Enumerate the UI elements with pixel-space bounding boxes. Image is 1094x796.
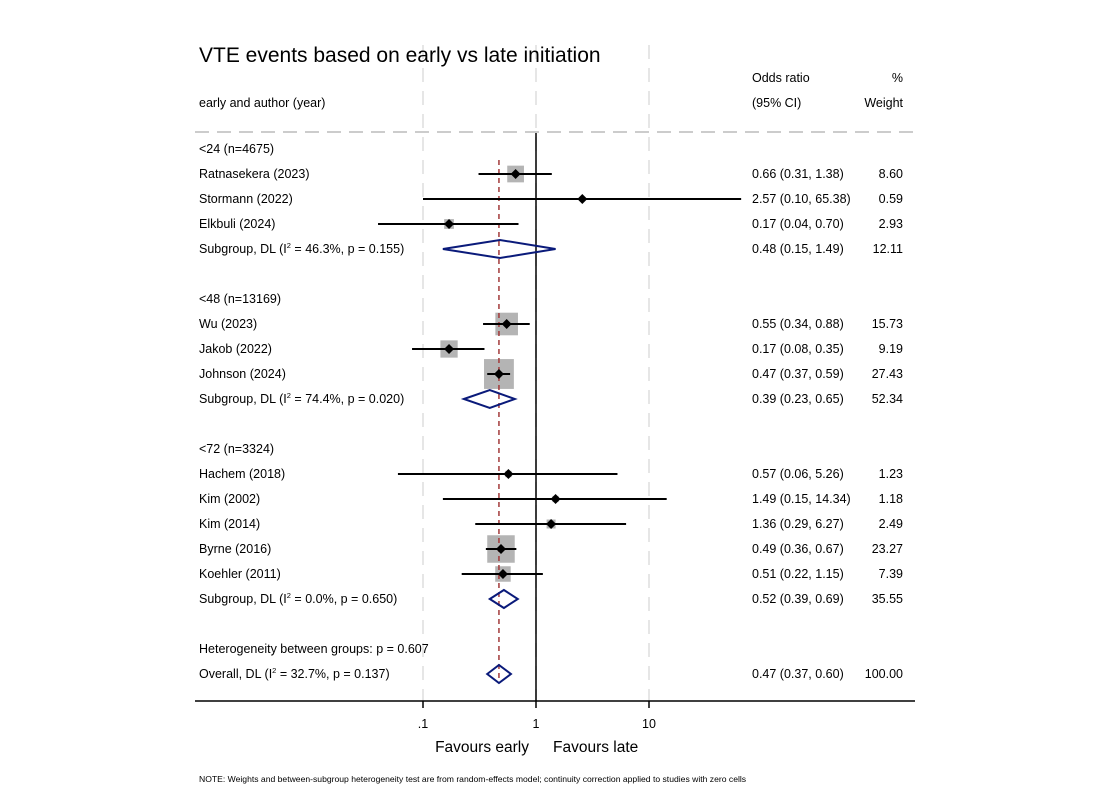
- i-squared-superscript: 2: [287, 591, 291, 600]
- i-squared-superscript: 2: [272, 666, 276, 675]
- i-squared-superscript: 2: [287, 241, 291, 250]
- effect-estimate-text: 0.57 (0.06, 5.26): [752, 467, 844, 481]
- point-estimate-marker: [546, 519, 557, 529]
- effect-estimate-text: 0.39 (0.23, 0.65): [752, 392, 844, 406]
- subgroup-label: Subgroup, DL (I2 = 46.3%, p = 0.155): [199, 241, 404, 256]
- label-part: Subgroup, DL (I: [199, 392, 287, 406]
- group-header: <24 (n=4675): [199, 142, 274, 156]
- point-estimate-marker: [577, 194, 588, 204]
- x-tick-label: 10: [642, 717, 656, 731]
- effect-estimate-text: 0.48 (0.15, 1.49): [752, 242, 844, 256]
- effect-estimate-text: 1.49 (0.15, 14.34): [752, 492, 851, 506]
- group-header: <48 (n=13169): [199, 292, 281, 306]
- study-label: Ratnasekera (2023): [199, 167, 309, 181]
- label-stats: = 74.4%, p = 0.020): [291, 392, 404, 406]
- study-label: Kim (2014): [199, 517, 260, 531]
- effect-estimate-text: 0.47 (0.37, 0.60): [752, 667, 844, 681]
- effect-estimate-text: 2.57 (0.10, 65.38): [752, 192, 851, 206]
- label-stats: = 46.3%, p = 0.155): [291, 242, 404, 256]
- effect-estimate-text: 0.47 (0.37, 0.59): [752, 367, 844, 381]
- point-estimate-marker: [501, 319, 512, 329]
- label-stats: = 0.0%, p = 0.650): [291, 592, 397, 606]
- point-estimate-marker: [444, 344, 455, 354]
- subgroup-diamond: [487, 588, 520, 610]
- label-part: Overall, DL (I: [199, 667, 272, 681]
- x-axis: .1 1 10: [195, 700, 915, 731]
- subgroup-diamond: [442, 238, 556, 260]
- study-label: Koehler (2011): [199, 567, 281, 581]
- weight-text: 8.60: [879, 167, 903, 181]
- weight-text: 35.55: [872, 592, 903, 606]
- weight-text: 0.59: [879, 192, 903, 206]
- point-estimate-marker: [497, 569, 508, 579]
- study-label: Hachem (2018): [199, 467, 285, 481]
- effect-estimate-text: 0.52 (0.39, 0.69): [752, 592, 844, 606]
- point-estimate-marker: [503, 469, 514, 479]
- i-squared-superscript: 2: [287, 391, 291, 400]
- label-column-header: early and author (year): [199, 96, 325, 110]
- study-label: Elkbuli (2024): [199, 217, 275, 231]
- effect-estimate-text: 1.36 (0.29, 6.27): [752, 517, 844, 531]
- study-marks: [378, 169, 742, 685]
- effect-estimate-text: 0.17 (0.08, 0.35): [752, 342, 844, 356]
- point-estimate-marker: [444, 219, 455, 229]
- weight-text: 2.49: [879, 517, 903, 531]
- row-text: <24 (n=4675) Ratnasekera (2023) 0.66 (0.31…: [199, 142, 903, 681]
- chart-title: VTE events based on early vs late initia…: [199, 44, 601, 67]
- effect-estimate-text: 0.49 (0.36, 0.67): [752, 542, 844, 556]
- point-estimate-marker: [550, 494, 561, 504]
- weight-text: 52.34: [872, 392, 903, 406]
- heterogeneity-note: Heterogeneity between groups: p = 0.607: [199, 642, 429, 656]
- weight-text: 23.27: [872, 542, 903, 556]
- effect-estimate-text: 0.51 (0.22, 1.15): [752, 567, 844, 581]
- weight-text: 7.39: [879, 567, 903, 581]
- weight-text: 100.00: [865, 667, 903, 681]
- study-label: Wu (2023): [199, 317, 257, 331]
- effect-estimate-text: 0.55 (0.34, 0.88): [752, 317, 844, 331]
- effect-column-header-line2: (95% CI): [752, 96, 801, 110]
- x-tick-label: 1: [533, 717, 540, 731]
- study-label: Byrne (2016): [199, 542, 271, 556]
- weight-text: 15.73: [872, 317, 903, 331]
- point-estimate-marker: [495, 544, 506, 554]
- study-label: Kim (2002): [199, 492, 260, 506]
- subgroup-label: Subgroup, DL (I2 = 0.0%, p = 0.650): [199, 591, 397, 606]
- footnote: NOTE: Weights and between-subgroup heter…: [199, 774, 746, 784]
- x-tick-label: .1: [418, 717, 428, 731]
- favours-right-label: Favours late: [553, 739, 638, 756]
- study-label: Johnson (2024): [199, 367, 286, 381]
- point-estimate-marker: [510, 169, 521, 179]
- effect-estimate-text: 0.66 (0.31, 1.38): [752, 167, 844, 181]
- subgroup-diamond: [460, 388, 518, 410]
- weight-text: 12.11: [873, 242, 903, 256]
- label-stats: = 32.7%, p = 0.137): [276, 667, 389, 681]
- point-estimate-marker: [493, 369, 504, 379]
- overall-diamond: [485, 663, 513, 685]
- label-part: Subgroup, DL (I: [199, 242, 287, 256]
- weight-column-header-line1: %: [892, 71, 903, 85]
- weight-text: 9.19: [879, 342, 903, 356]
- label-part: Subgroup, DL (I: [199, 592, 287, 606]
- subgroup-label: Subgroup, DL (I2 = 74.4%, p = 0.020): [199, 391, 404, 406]
- weight-text: 2.93: [879, 217, 903, 231]
- weight-boxes: [440, 165, 585, 582]
- chart-header: VTE events based on early vs late initia…: [199, 44, 904, 110]
- weight-text: 27.43: [872, 367, 903, 381]
- weight-column-header-line2: Weight: [864, 96, 903, 110]
- effect-estimate-text: 0.17 (0.04, 0.70): [752, 217, 844, 231]
- weight-text: 1.23: [879, 467, 903, 481]
- study-label: Stormann (2022): [199, 192, 293, 206]
- favours-left-label: Favours early: [435, 739, 529, 756]
- weight-text: 1.18: [879, 492, 903, 506]
- group-header: <72 (n=3324): [199, 442, 274, 456]
- effect-column-header-line1: Odds ratio: [752, 71, 810, 85]
- overall-label: Overall, DL (I2 = 32.7%, p = 0.137): [199, 666, 390, 681]
- study-label: Jakob (2022): [199, 342, 272, 356]
